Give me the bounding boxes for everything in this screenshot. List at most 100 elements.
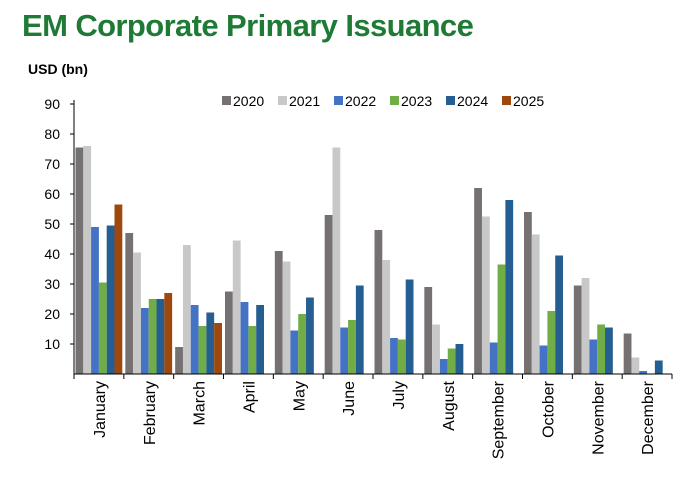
bar-july-2023 (397, 339, 406, 374)
bar-september-2022 (489, 342, 498, 374)
axes-layer: 10 20 30 40 50 60 70 80 90 January February March Ap… (44, 96, 673, 459)
chart-title: EM Corporate Primary Issuance (22, 8, 474, 43)
bar-august-2020 (424, 287, 433, 374)
bar-september-2023 (497, 264, 506, 374)
bar-january-2021 (83, 146, 92, 374)
bar-may-2020 (274, 251, 283, 374)
bar-september-2021 (481, 216, 490, 374)
legend-swatch-2025 (502, 96, 511, 105)
bar-july-2022 (390, 338, 398, 374)
legend-label-2023: 2023 (401, 93, 432, 109)
bar-july-2021 (382, 260, 391, 374)
bar-september-2024 (505, 200, 514, 374)
bar-july-2024 (405, 279, 414, 374)
y-tick-label: 90 (44, 96, 60, 112)
bar-may-2023 (298, 314, 307, 374)
legend-swatch-2022 (334, 96, 343, 105)
bar-march-2025 (214, 323, 222, 374)
bar-may-2022 (290, 330, 299, 374)
bar-february-2022 (140, 308, 149, 374)
x-tick-label-january: January (92, 381, 109, 438)
x-tick-label-august: August (441, 380, 458, 430)
bar-january-2025 (114, 204, 123, 374)
bar-january-2022 (91, 227, 99, 374)
bar-october-2023 (547, 311, 556, 374)
bar-june-2021 (332, 147, 341, 374)
bar-november-2020 (573, 285, 582, 374)
bar-december-2020 (623, 333, 632, 374)
bar-december-2024 (654, 360, 663, 374)
bar-march-2024 (206, 312, 215, 374)
y-axis-unit-label: USD (bn) (28, 61, 88, 77)
y-tick-label: 40 (44, 246, 60, 262)
bar-november-2023 (597, 324, 606, 374)
bar-march-2020 (175, 347, 183, 374)
bar-december-2021 (631, 357, 640, 374)
bar-october-2021 (531, 234, 540, 374)
x-tick-label-may: May (291, 381, 308, 411)
bar-january-2023 (98, 282, 107, 374)
bar-june-2023 (348, 320, 356, 374)
x-tick-label-march: March (192, 381, 209, 425)
bar-september-2020 (474, 188, 482, 374)
bars-layer (75, 146, 663, 374)
bar-june-2024 (355, 285, 364, 374)
legend-label-2021: 2021 (289, 93, 320, 109)
bar-october-2022 (539, 345, 548, 374)
bar-july-2020 (374, 230, 383, 374)
y-tick-label: 50 (44, 216, 60, 232)
legend-label-2025: 2025 (513, 93, 544, 109)
legend-swatch-2023 (390, 96, 399, 105)
y-tick-label: 70 (44, 156, 60, 172)
bar-august-2023 (447, 348, 456, 374)
bar-april-2020 (225, 291, 233, 374)
legend: 2020 2021 2022 2023 2024 2025 (222, 93, 544, 109)
x-tick-label-june: June (341, 381, 358, 416)
bar-june-2022 (340, 327, 349, 374)
bar-december-2022 (639, 371, 648, 374)
bar-february-2024 (156, 299, 165, 374)
bar-february-2025 (164, 293, 173, 374)
x-tick-label-december: December (640, 380, 657, 454)
y-tick-label: 60 (44, 186, 60, 202)
y-tick-label: 80 (44, 126, 60, 142)
bar-august-2024 (455, 344, 464, 374)
bar-april-2023 (248, 326, 257, 374)
x-tick-label-september: September (491, 380, 508, 459)
bar-march-2023 (198, 326, 207, 374)
bar-august-2021 (432, 324, 440, 374)
x-tick-label-april: April (241, 381, 258, 413)
bar-march-2021 (182, 245, 191, 374)
bar-may-2024 (306, 297, 314, 374)
bar-november-2022 (589, 339, 598, 374)
legend-label-2020: 2020 (233, 93, 264, 109)
legend-label-2024: 2024 (457, 93, 488, 109)
bar-march-2022 (190, 305, 199, 374)
x-tick-label-november: November (590, 380, 607, 454)
x-tick-label-february: February (142, 381, 159, 445)
bar-april-2022 (240, 302, 249, 374)
y-tick-label: 30 (44, 276, 60, 292)
bar-may-2021 (282, 261, 291, 374)
legend-swatch-2020 (222, 96, 231, 105)
bar-october-2024 (555, 255, 563, 374)
bar-november-2021 (581, 278, 590, 374)
bar-april-2024 (256, 305, 264, 374)
bar-february-2020 (125, 233, 134, 374)
y-tick-label: 10 (44, 336, 60, 352)
x-tick-label-october: October (540, 380, 557, 438)
y-tick-label: 20 (44, 306, 60, 322)
x-tick-label-july: July (391, 381, 408, 409)
legend-swatch-2021 (278, 96, 287, 105)
bar-january-2024 (106, 225, 115, 374)
bar-february-2021 (133, 252, 141, 374)
bar-august-2022 (439, 359, 448, 374)
bar-november-2024 (605, 327, 613, 374)
legend-label-2022: 2022 (345, 93, 376, 109)
bar-june-2020 (324, 215, 333, 374)
bar-february-2023 (148, 299, 157, 374)
bar-april-2021 (232, 240, 241, 374)
legend-swatch-2024 (446, 96, 455, 105)
bar-january-2020 (75, 147, 84, 374)
